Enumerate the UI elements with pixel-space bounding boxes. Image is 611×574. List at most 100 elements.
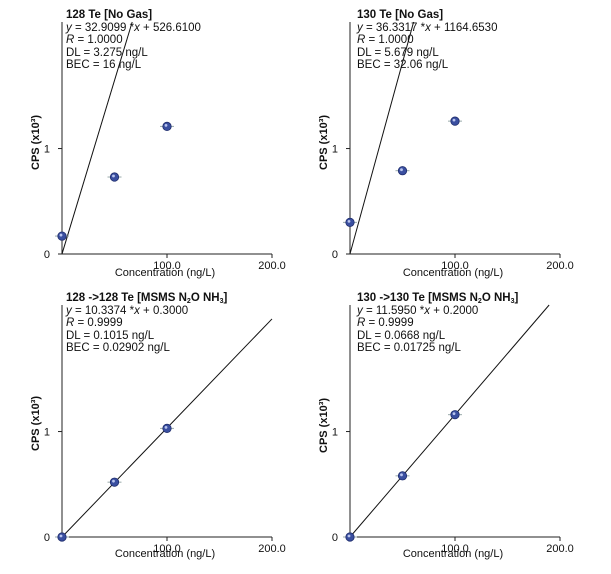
eq-tail: + 1164.6530	[430, 21, 498, 34]
y-tick-label: 0	[332, 532, 338, 544]
y-axis-label: CPS (x10³)	[30, 395, 42, 451]
data-point-highlight	[112, 174, 115, 178]
eq-x: x	[134, 21, 140, 34]
r-label: R	[357, 317, 366, 330]
title-main: 128 ->128 Te [MSMS N	[66, 292, 187, 304]
x-tick-label: 200.0	[258, 543, 286, 555]
chart-title: 128 Te [No Gas]	[66, 9, 153, 21]
eq-tail: + 526.6100	[139, 21, 201, 34]
y-tick-label: 1	[332, 144, 338, 156]
eq-x: x	[134, 304, 140, 317]
r-value: R = 1.0000	[66, 34, 201, 47]
data-point	[450, 116, 460, 126]
x-tick-label: 100.0	[441, 260, 469, 272]
r-value: R = 1.0000	[357, 34, 497, 47]
chart-title: 130 Te [No Gas]	[357, 9, 444, 21]
data-point	[109, 172, 120, 182]
chart-panel-130te-nogas: 0 1 100.0 200.0 130 Te [No Gas] y = 36.3317…	[288, 0, 588, 285]
detection-limit: DL = 0.0668 ng/L	[357, 329, 446, 342]
eq-y: y	[66, 21, 72, 34]
eq-x: x	[425, 21, 431, 34]
chart-svg: 0 1 100.0 200.0	[44, 305, 286, 555]
title-end: ]	[514, 292, 519, 304]
y-axis-label: CPS (x10³)	[30, 114, 42, 170]
title-mid: O NH	[481, 292, 511, 304]
x-tick-label: 100.0	[153, 260, 181, 272]
chart-svg: 0 1 100.0 200.0	[44, 21, 286, 272]
x-axis-label: Concentration (ng/L)	[114, 267, 216, 279]
eq-body: = 11.5950 *	[362, 304, 425, 317]
y-tick-label: 1	[44, 144, 50, 156]
eq-x: x	[424, 304, 430, 317]
chart-svg: 0 1 100.0 200.0	[332, 304, 574, 555]
y-axis-label: CPS (x10³)	[318, 114, 330, 170]
title-mid: O NH	[190, 292, 220, 304]
r-label: R	[66, 317, 75, 330]
bec-value: BEC = 16 ng/L	[66, 59, 142, 72]
x-tick-label: 200.0	[546, 543, 574, 555]
r-value: R = 0.9999	[357, 317, 518, 330]
data-point	[397, 166, 408, 176]
data-point	[162, 121, 172, 132]
eq-y: y	[357, 304, 363, 317]
r-label: R	[357, 34, 366, 47]
x-tick-label: 100.0	[441, 543, 469, 555]
data-point-highlight	[164, 425, 168, 429]
data-point	[109, 477, 120, 487]
detection-limit: DL = 0.1015 ng/L	[66, 329, 155, 342]
detection-limit: DL = 5.679 ng/L	[357, 46, 439, 59]
bec-value: BEC = 32.06 ng/L	[357, 59, 449, 72]
fit-equation: y = 36.3317 *x + 1164.6530	[357, 22, 497, 35]
eq-tail: + 0.3000	[139, 304, 189, 317]
y-tick-label: 0	[44, 532, 50, 544]
data-point-highlight	[452, 412, 456, 416]
fit-line	[349, 21, 415, 255]
title-subscript: 2	[477, 298, 482, 305]
r-number: = 0.9999	[365, 317, 414, 330]
title-subscript: 2	[186, 298, 191, 305]
y-tick-label: 1	[44, 427, 50, 439]
chart-title: 128 ->128 Te [MSMS N2O NH3]	[66, 292, 227, 305]
data-point-highlight	[59, 534, 63, 538]
data-point-highlight	[112, 479, 115, 483]
data-point-highlight	[452, 118, 456, 122]
chart-info: 128 ->128 Te [MSMS N2O NH3] y = 10.3374 …	[66, 292, 227, 355]
eq-y: y	[357, 21, 363, 34]
x-axis-label: Concentration (ng/L)	[402, 267, 504, 279]
title-subscript: 3	[219, 298, 224, 305]
y-axis-label: CPS (x10³)	[318, 397, 330, 453]
fit-line	[61, 21, 133, 255]
eq-tail: + 0.2000	[430, 304, 479, 317]
r-value: R = 0.9999	[66, 317, 227, 330]
y-tick-label: 1	[332, 427, 338, 439]
fit-equation: y = 11.5950 *x + 0.2000	[357, 305, 518, 318]
y-tick-label: 0	[44, 249, 50, 261]
data-point	[345, 217, 355, 227]
title-main: 130 ->130 Te [MSMS N	[357, 292, 478, 304]
chart-panel-128te-msms: 0 1 100.0 200.0 128 ->128 Te [MSMS N2O NH3]…	[0, 283, 300, 568]
chart-title: 130 ->130 Te [MSMS N2O NH3]	[357, 292, 518, 305]
fit-equation: y = 10.3374 *x + 0.3000	[66, 305, 227, 318]
r-label: R	[66, 34, 75, 47]
data-point-highlight	[59, 233, 63, 237]
data-point-highlight	[400, 168, 403, 172]
eq-y: y	[66, 304, 72, 317]
r-number: = 1.0000	[74, 34, 123, 47]
chart-info: 128 Te [No Gas] y = 32.9099 *x + 526.610…	[66, 9, 201, 72]
x-axis-label: Concentration (ng/L)	[114, 548, 216, 560]
r-number: = 1.0000	[365, 34, 414, 47]
bec-value: BEC = 0.02902 ng/L	[66, 342, 170, 355]
fit-equation: y = 32.9099 *x + 526.6100	[66, 22, 201, 35]
data-point	[345, 532, 355, 542]
chart-svg: 0 1 100.0 200.0	[332, 21, 574, 272]
chart-panel-130te-msms: 0 1 100.0 200.0 130 ->130 Te [MSMS N2O NH3]…	[288, 283, 588, 568]
data-point	[397, 471, 408, 481]
chart-info: 130 ->130 Te [MSMS N2O NH3] y = 11.5950 …	[357, 292, 518, 355]
fit-line	[349, 304, 550, 538]
r-number: = 0.9999	[74, 317, 123, 330]
title-subscript: 3	[510, 298, 515, 305]
x-tick-label: 200.0	[546, 260, 574, 272]
data-point	[57, 231, 67, 241]
chart-info: 130 Te [No Gas] y = 36.3317 *x + 1164.65…	[357, 9, 497, 72]
y-tick-label: 0	[332, 249, 338, 261]
